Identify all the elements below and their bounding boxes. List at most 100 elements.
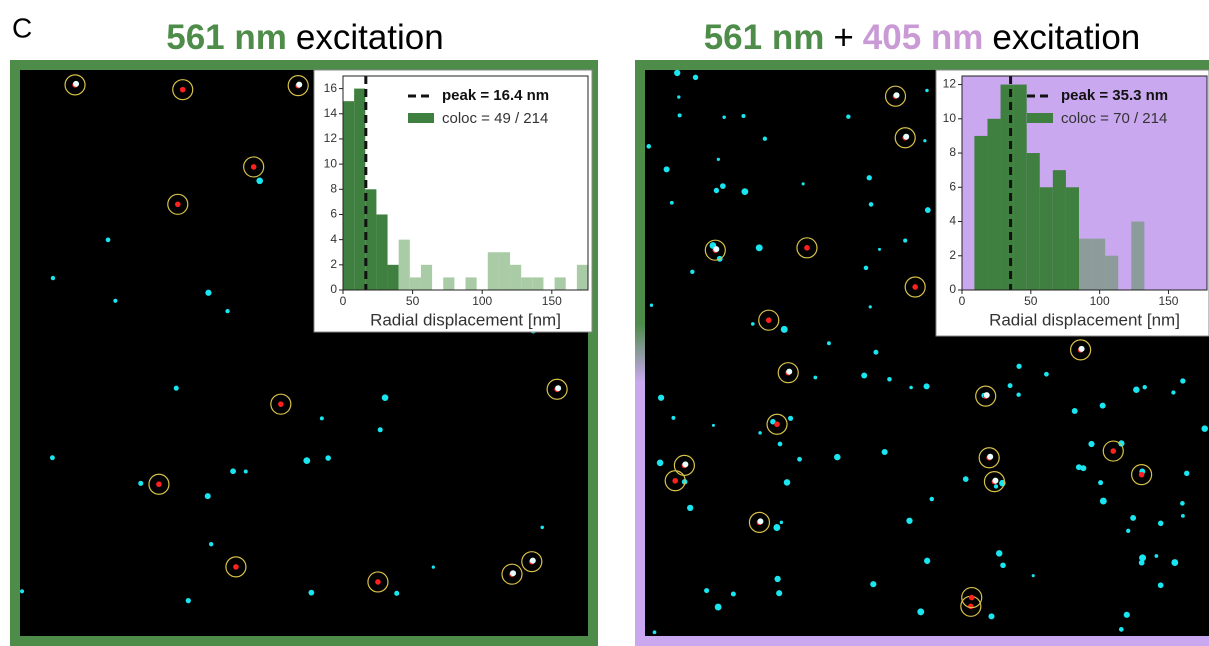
cyan-spot [687,504,694,512]
coloc-ring [172,79,194,101]
red-spot [375,579,381,585]
cyan-spot [529,557,536,564]
histogram-bar [443,277,455,290]
cyan-spot [308,589,315,596]
cyan-spot [73,80,80,87]
coloc-ring [1070,339,1092,361]
cyan-spot [962,476,969,482]
legend-swatch [1027,113,1053,123]
cyan-spot [1201,425,1208,432]
plot-frame [961,75,1208,291]
title-part: excitation [992,18,1140,57]
y-tick-label: 14 [324,106,338,120]
cyan-spot [777,441,783,447]
x-tick-label: 100 [1090,294,1110,308]
cyan-spot [713,246,720,253]
cyan-spot [1130,514,1137,521]
x-tick-label: 150 [1158,294,1178,308]
cyan-spot [750,322,755,326]
histogram-bar [532,277,544,290]
cyan-spot [704,588,710,594]
cyan-spot [741,188,749,195]
x-tick-label: 50 [406,294,420,308]
cyan-spot [868,305,872,309]
cyan-spot [510,570,517,577]
red-spot [1138,471,1145,478]
cyan-spot [730,591,736,597]
histogram-bar [354,88,366,291]
cyan-spot [682,461,689,468]
cyan-spot [846,114,851,119]
histogram-bar [376,214,388,290]
cyan-spot [834,453,841,461]
cyan-spot [866,175,872,181]
coloc-ring [748,511,771,533]
histogram-bar [987,118,1001,290]
cyan-spot [909,385,913,390]
cyan-spot [1098,480,1104,486]
y-tick-label: 0 [949,282,956,296]
red-spot [179,86,186,93]
cyan-spot [325,455,331,461]
cyan-spot [868,202,874,207]
red-spot [912,284,918,290]
cyan-spot [1171,390,1176,395]
cyan-spot [1180,378,1186,384]
histogram-bar [1105,255,1119,290]
histogram-bar [1039,187,1053,290]
cyan-spot [649,303,654,307]
cyan-spot [677,95,681,99]
x-axis-label: Radial displacement [nm] [370,310,561,329]
cyan-spot [303,457,311,464]
cyan-spot [50,275,56,281]
cyan-spot [903,133,910,140]
coloc-ring [167,193,189,215]
coloc-ring [777,362,799,384]
cyan-spot [870,581,877,588]
coloc-ring [501,563,523,585]
cyan-spot [646,144,652,149]
y-tick-label: 6 [949,179,956,193]
image-frame-edge [635,60,1209,646]
cyan-spot [1133,386,1140,393]
coloc-ring [148,473,170,495]
histogram-bar [1078,238,1093,290]
cyan-spot [674,69,681,77]
cyan-spot [1099,402,1106,409]
cyan-spot [381,394,389,401]
histogram-bar [1065,187,1079,290]
cyan-spot [813,375,818,380]
cyan-spot [671,415,676,420]
cyan-spot [205,289,212,296]
red-spot [765,317,772,323]
cyan-spot [711,423,715,427]
cyan-spot [1016,363,1022,369]
y-tick-label: 8 [330,181,337,195]
coloc-ring [904,276,926,298]
cyan-spot [714,603,722,611]
cyan-spot [1126,528,1131,533]
cyan-spot [762,136,768,141]
cyan-spot [113,298,118,303]
cyan-spot [780,325,788,333]
red-spot [968,603,974,610]
red-spot [804,245,810,251]
histogram-bar [1052,170,1066,290]
red-spot [233,564,239,570]
cyan-spot [319,416,324,421]
cyan-spot [394,590,400,596]
cyan-spot [208,541,214,547]
cyan-spot [713,187,720,194]
y-tick-label: 0 [330,282,337,296]
red-spot [672,477,679,484]
legend-label: peak = 35.3 nm [1061,87,1168,104]
title-part: excitation [296,18,444,57]
panel-label: C [12,12,32,43]
y-tick-label: 4 [949,214,956,228]
x-axis-label: Radial displacement [nm] [989,310,1180,329]
y-tick-label: 12 [324,131,338,145]
cyan-spot [861,372,868,379]
cyan-spot [826,341,831,346]
cyan-spot [1080,465,1087,472]
